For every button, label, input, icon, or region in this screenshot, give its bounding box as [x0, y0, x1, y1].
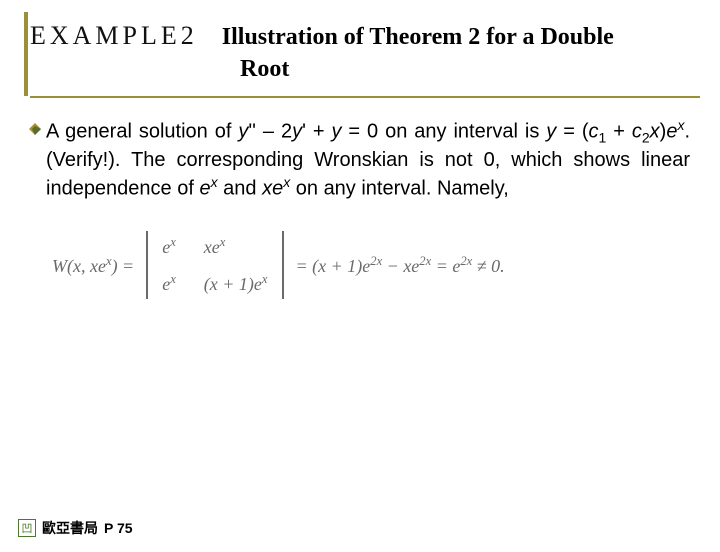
t-s5: = (: [556, 120, 588, 142]
title-box: EXAMPLE2 Illustration of Theorem 2 for a…: [30, 12, 700, 98]
t-e2: e: [199, 177, 210, 199]
cell-22-s: x: [262, 272, 268, 286]
t-sub2: 2: [642, 129, 650, 145]
t-c1: c: [589, 120, 599, 142]
det-bar-left: [146, 231, 148, 299]
title-part1: Illustration of Theorem 2 for a Double: [222, 24, 614, 50]
footer: 凹 歐亞書局 P 75: [18, 518, 133, 538]
title-side-rule: [24, 12, 28, 96]
t-xe: xe: [262, 177, 283, 199]
body-block: A general solution of y'' – 2y' + y = 0 …: [46, 116, 690, 202]
page-number: P 75: [104, 520, 133, 536]
t-s9: and: [218, 177, 262, 199]
cell-21-b: e: [162, 274, 170, 294]
cell-12-b: xe: [204, 237, 220, 257]
t-y1: y: [238, 120, 248, 142]
t-s1: A general solution of: [46, 120, 238, 142]
t-s2: – 2: [256, 120, 292, 142]
t-supx2: x: [211, 174, 218, 190]
eq-rhs: = (x + 1)e2x − xe2x = e2x ≠ 0.: [296, 254, 505, 277]
eq-r2a: = e: [431, 256, 460, 276]
cell-22-b: (x + 1)e: [204, 274, 262, 294]
cell-12-s: x: [220, 235, 226, 249]
cell-22: (x + 1)ex: [204, 272, 268, 295]
eq-r2b: ≠ 0.: [472, 256, 504, 276]
eq-r1s: 2x: [370, 254, 382, 268]
t-s6: +: [606, 120, 632, 142]
eq-r1a: = (x + 1)e: [296, 256, 371, 276]
t-x1: x: [650, 120, 660, 142]
wronskian-equation: W(x, xex) = ex xex ex (x + 1)ex = (x + 1…: [46, 231, 690, 299]
publisher-name: 歐亞書局: [42, 518, 98, 538]
t-y3: y: [331, 120, 341, 142]
title-part2: Root: [240, 53, 700, 85]
t-s3: +: [306, 120, 332, 142]
cell-21: ex: [162, 272, 176, 295]
eq-lhs-close: ) =: [112, 256, 135, 276]
t-y2: y: [292, 120, 302, 142]
t-s10: on any interval. Namely,: [290, 177, 509, 199]
eq-lhs-t: W(x, xe: [52, 256, 106, 276]
det-bar-right: [282, 231, 284, 299]
cell-21-s: x: [170, 272, 176, 286]
cell-11-b: e: [162, 237, 170, 257]
t-e1: e: [666, 120, 677, 142]
body-paragraph: A general solution of y'' – 2y' + y = 0 …: [46, 116, 690, 202]
eq-lhs: W(x, xex) =: [52, 254, 134, 277]
title-line-1: EXAMPLE2 Illustration of Theorem 2 for a…: [30, 18, 700, 53]
t-ypp: '': [248, 120, 256, 142]
t-s4: = 0 on any interval is: [341, 120, 546, 142]
t-y4: y: [546, 120, 556, 142]
eq-r1b: − xe: [382, 256, 419, 276]
cell-11-s: x: [170, 235, 176, 249]
bullet-icon: [28, 122, 42, 136]
t-c2: c: [632, 120, 642, 142]
publisher-logo-icon: 凹: [18, 519, 36, 537]
cell-11: ex: [162, 235, 176, 258]
eq-r2s: 2x: [460, 254, 472, 268]
cell-12: xex: [204, 235, 268, 258]
example-label: EXAMPLE2: [30, 21, 198, 50]
det-cells: ex xex ex (x + 1)ex: [154, 231, 275, 299]
eq-r1s2: 2x: [419, 254, 431, 268]
